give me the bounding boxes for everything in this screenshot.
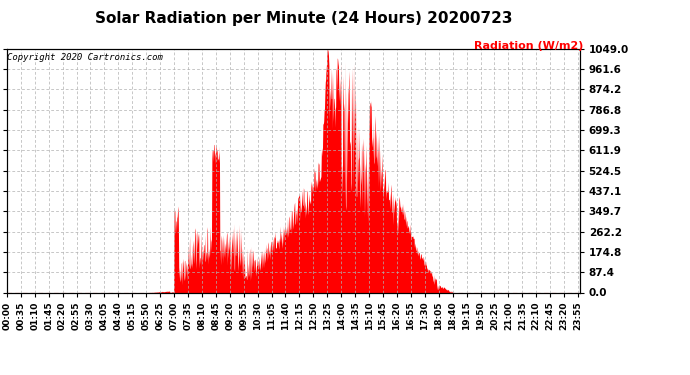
Text: Solar Radiation per Minute (24 Hours) 20200723: Solar Radiation per Minute (24 Hours) 20…	[95, 11, 513, 26]
Text: Radiation (W/m2): Radiation (W/m2)	[473, 41, 583, 51]
Text: Copyright 2020 Cartronics.com: Copyright 2020 Cartronics.com	[7, 53, 163, 62]
